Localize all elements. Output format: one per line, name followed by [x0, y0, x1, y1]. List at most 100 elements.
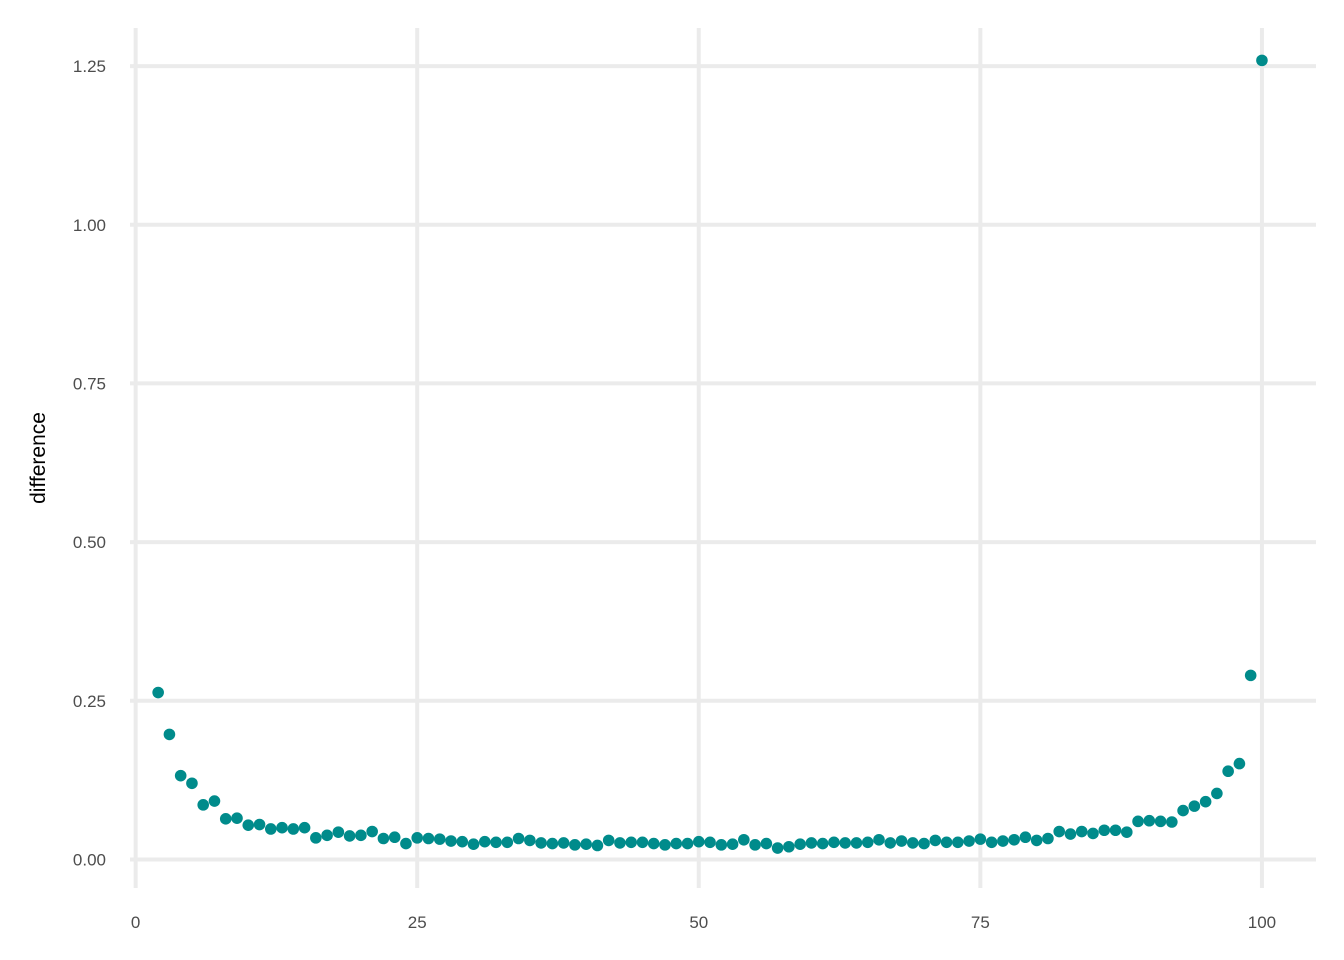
- data-point: [433, 833, 446, 845]
- x-tick-label: 25: [408, 913, 427, 932]
- data-point: [1053, 825, 1066, 838]
- data-point: [1132, 815, 1144, 828]
- y-axis-tick-labels: 0.00 0.25 0.50 0.75 1.00 1.25: [73, 57, 106, 869]
- data-point: [276, 821, 288, 834]
- y-tick-label: 1.25: [73, 57, 106, 76]
- data-point: [985, 836, 998, 849]
- data-point: [850, 837, 863, 849]
- y-tick-label: 0.00: [73, 850, 106, 869]
- data-point: [816, 837, 829, 850]
- data-point: [1244, 669, 1257, 682]
- x-axis-tick-labels: 0 25 50 75 100: [131, 913, 1276, 932]
- data-point: [287, 823, 300, 835]
- data-point: [1222, 765, 1234, 778]
- data-point: [535, 837, 547, 849]
- data-point: [625, 836, 638, 849]
- data-point: [445, 835, 457, 847]
- data-point: [828, 836, 840, 849]
- x-tick-label: 100: [1248, 913, 1276, 932]
- data-point: [1075, 825, 1088, 838]
- data-point: [332, 826, 345, 838]
- data-point: [884, 837, 897, 849]
- data-point: [1120, 826, 1133, 838]
- data-point: [478, 835, 491, 848]
- data-point: [411, 832, 424, 844]
- data-point: [208, 795, 221, 807]
- data-point: [602, 834, 615, 847]
- data-point: [1166, 816, 1178, 828]
- data-point: [783, 840, 795, 853]
- data-point: [422, 832, 435, 845]
- data-point: [1042, 832, 1054, 845]
- data-point: [546, 837, 559, 850]
- data-point: [569, 839, 581, 851]
- data-point: [310, 832, 322, 844]
- data-point: [974, 833, 987, 845]
- data-point: [1109, 824, 1122, 837]
- data-point: [1199, 795, 1212, 808]
- data-point: [873, 833, 885, 846]
- data-point: [321, 829, 333, 842]
- data-point: [681, 837, 694, 850]
- data-point: [456, 835, 469, 848]
- data-point: [839, 837, 852, 849]
- data-point: [219, 813, 232, 825]
- data-point: [1008, 833, 1020, 846]
- data-point: [186, 777, 198, 790]
- data-point: [298, 821, 311, 834]
- data-point: [253, 818, 266, 831]
- data-point: [197, 799, 210, 811]
- data-point: [400, 837, 412, 850]
- data-point: [692, 835, 705, 848]
- data-point: [906, 837, 919, 849]
- data-point: [670, 837, 683, 850]
- data-point: [760, 837, 773, 850]
- data-point: [591, 839, 604, 852]
- grid-lines: [130, 28, 1316, 888]
- data-point: [366, 825, 378, 838]
- data-point: [1030, 834, 1043, 847]
- data-point: [580, 838, 592, 851]
- data-point: [659, 839, 671, 851]
- data-point: [152, 686, 164, 699]
- data-point: [940, 836, 953, 849]
- x-tick-label: 50: [689, 913, 708, 932]
- data-point: [704, 836, 716, 849]
- data-point: [715, 839, 728, 851]
- data-point: [952, 836, 964, 849]
- data-point: [174, 769, 187, 782]
- data-point: [490, 836, 502, 849]
- data-point: [264, 823, 277, 835]
- data-point: [512, 832, 525, 845]
- y-tick-label: 0.75: [73, 374, 106, 393]
- data-point: [861, 836, 874, 849]
- data-point: [738, 833, 750, 846]
- data-point: [1188, 800, 1201, 812]
- data-point: [388, 831, 401, 844]
- data-point: [749, 839, 761, 851]
- data-point: [501, 836, 514, 849]
- data-point: [377, 832, 390, 845]
- data-point: [1064, 828, 1077, 840]
- data-point: [1019, 831, 1032, 844]
- data-point: [1087, 827, 1099, 840]
- data-point: [997, 835, 1009, 847]
- data-point: [1233, 757, 1246, 770]
- data-point: [1143, 814, 1156, 827]
- data-point: [524, 834, 536, 847]
- data-point: [647, 837, 660, 850]
- data-point: [231, 812, 243, 824]
- data-point: [726, 838, 739, 851]
- y-axis-title: difference: [27, 412, 50, 504]
- data-points: [152, 54, 1268, 854]
- y-tick-label: 0.50: [73, 533, 106, 552]
- data-point: [895, 835, 908, 847]
- data-point: [918, 837, 930, 850]
- data-point: [1154, 815, 1167, 828]
- data-point: [355, 829, 367, 842]
- data-point: [614, 837, 626, 849]
- data-point: [343, 830, 356, 842]
- data-point: [242, 819, 255, 831]
- x-tick-label: 75: [971, 913, 990, 932]
